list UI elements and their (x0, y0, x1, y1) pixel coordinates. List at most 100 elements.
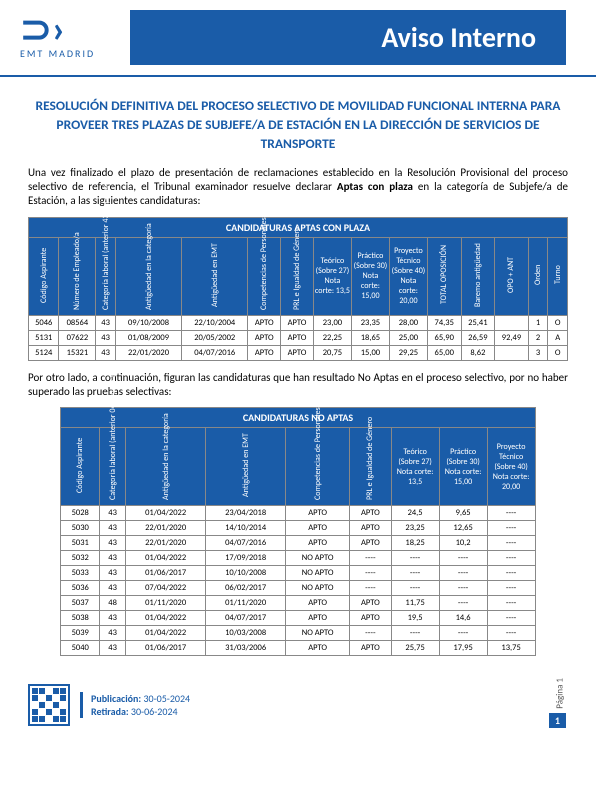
table-cell: APTO (286, 521, 350, 536)
noaptas-col-header: PRL e Igualdad de Género (350, 428, 391, 506)
table-cell: ---- (391, 626, 439, 641)
table-cell: ---- (439, 581, 487, 596)
aptas-table: CANDIDATURAS APTAS CON PLAZA Código Aspi… (28, 217, 568, 361)
table-cell: 5131 (29, 330, 59, 345)
table-cell: 5036 (61, 581, 100, 596)
aptas-col-header: Código Aspirante (29, 237, 59, 315)
table-cell: 29,25 (389, 345, 427, 360)
table-cell: 5038 (61, 611, 100, 626)
table-cell: ---- (391, 551, 439, 566)
table-cell: 18,25 (391, 536, 439, 551)
table-cell: 13,75 (487, 641, 535, 656)
table-cell: 11,75 (391, 596, 439, 611)
table-cell: 09/10/2008 (115, 315, 181, 330)
table-cell (495, 315, 529, 330)
table-cell: 14/10/2014 (206, 521, 286, 536)
table-cell: 31/03/2006 (206, 641, 286, 656)
table-cell: 22/10/2004 (182, 315, 248, 330)
table-cell: 01/08/2009 (115, 330, 181, 345)
table-cell: ---- (439, 551, 487, 566)
noaptas-col-header: Proyecto Técnico (Sobre 40) Nota corte: … (487, 428, 535, 506)
table-cell: ---- (439, 596, 487, 611)
table-row: 5131076224301/08/200920/05/2002APTOAPTO2… (29, 330, 568, 345)
table-cell: 43 (100, 521, 126, 536)
table-cell: 06/02/2017 (206, 581, 286, 596)
table-cell: 04/07/2016 (182, 345, 248, 360)
logo-arrow-icon: ⊃› (20, 15, 110, 45)
table-cell: ---- (350, 626, 391, 641)
table-cell: ---- (487, 596, 535, 611)
table-row: 50364307/04/202206/02/2017NO APTO-------… (61, 581, 535, 596)
qr-code-icon (28, 684, 70, 726)
table-cell: 01/06/2017 (126, 566, 206, 581)
table-cell: 01/11/2020 (206, 596, 286, 611)
table-cell: 08564 (59, 315, 96, 330)
aptas-col-header: Baremo antigüedad (461, 237, 495, 315)
table-cell: 01/04/2022 (126, 506, 206, 521)
aptas-col-header: OPO + ANT (495, 237, 529, 315)
table-cell: 23/04/2018 (206, 506, 286, 521)
table-cell: 9,65 (439, 506, 487, 521)
table-cell: 12,65 (439, 521, 487, 536)
table-cell: 22/01/2020 (126, 536, 206, 551)
table-cell: 43 (100, 551, 126, 566)
emt-logo: ⊃› EMT MADRID (20, 15, 110, 60)
table-cell: 23,35 (351, 315, 389, 330)
table-cell: ---- (391, 581, 439, 596)
table-cell: 17,95 (439, 641, 487, 656)
table-cell: ---- (350, 566, 391, 581)
table-row: 50394301/04/202210/03/2008NO APTO-------… (61, 626, 535, 641)
table-cell: 43 (100, 641, 126, 656)
table-cell: ---- (487, 626, 535, 641)
table-cell: 15,00 (351, 345, 389, 360)
table-cell: 26,59 (461, 330, 495, 345)
aptas-col-header: Turno (548, 237, 568, 315)
table-cell: 20,75 (313, 345, 351, 360)
logo-text: EMT MADRID (20, 47, 110, 60)
table-row: 5124153214322/01/202004/07/2016APTOAPTO2… (29, 345, 568, 360)
table-cell: ---- (487, 611, 535, 626)
table-cell: APTO (350, 641, 391, 656)
ret-label: Retirada: (91, 705, 129, 718)
table-cell: 25,75 (391, 641, 439, 656)
table-cell: 5031 (61, 536, 100, 551)
table-cell: 2 (528, 330, 548, 345)
table-cell: 18,65 (351, 330, 389, 345)
table-cell: APTO (350, 506, 391, 521)
table-cell: ---- (487, 506, 535, 521)
aptas-col-header: PRL e Igualdad de Género (281, 237, 314, 315)
table-cell: APTO (350, 596, 391, 611)
table-cell: 28,00 (389, 315, 427, 330)
table-cell: 8,62 (461, 345, 495, 360)
table-row: 50374801/11/202001/11/2020APTOAPTO11,75-… (61, 596, 535, 611)
noaptas-col-header: Teórico (Sobre 27) Nota corte: 13,5 (391, 428, 439, 506)
table-cell: ---- (439, 626, 487, 641)
table-cell: 3 (528, 345, 548, 360)
table-cell: ---- (350, 581, 391, 596)
table-cell: 5030 (61, 521, 100, 536)
table-cell: O (548, 315, 568, 330)
table-cell: 23,00 (313, 315, 351, 330)
table-cell: 10/10/2008 (206, 566, 286, 581)
table-cell: ---- (487, 551, 535, 566)
table-cell: APTO (286, 506, 350, 521)
table-cell: 1 (528, 315, 548, 330)
table-cell: 14,6 (439, 611, 487, 626)
table-cell: 43 (96, 315, 116, 330)
table-cell: ---- (487, 581, 535, 596)
table-cell: 5124 (29, 345, 59, 360)
aptas-col-header: Práctico (Sobre 30) Nota corte: 15,00 (351, 237, 389, 315)
table-cell: APTO (281, 345, 314, 360)
table-cell: APTO (286, 536, 350, 551)
table-cell: 10,2 (439, 536, 487, 551)
table-cell: 22/01/2020 (115, 345, 181, 360)
noaptas-col-header: Práctico (Sobre 30) Nota corte: 15,00 (439, 428, 487, 506)
document-title: RESOLUCIÓN DEFINITIVA DEL PROCESO SELECT… (28, 97, 568, 154)
table-cell: APTO (286, 611, 350, 626)
table-cell: 43 (100, 611, 126, 626)
document-header: ⊃› EMT MADRID Aviso Interno (0, 0, 596, 77)
table-row: 50314322/01/202004/07/2016APTOAPTO18,251… (61, 536, 535, 551)
table-cell: 92,49 (495, 330, 529, 345)
table-cell: NO APTO (286, 566, 350, 581)
noaptas-col-header: Competencias de Personales (286, 428, 350, 506)
